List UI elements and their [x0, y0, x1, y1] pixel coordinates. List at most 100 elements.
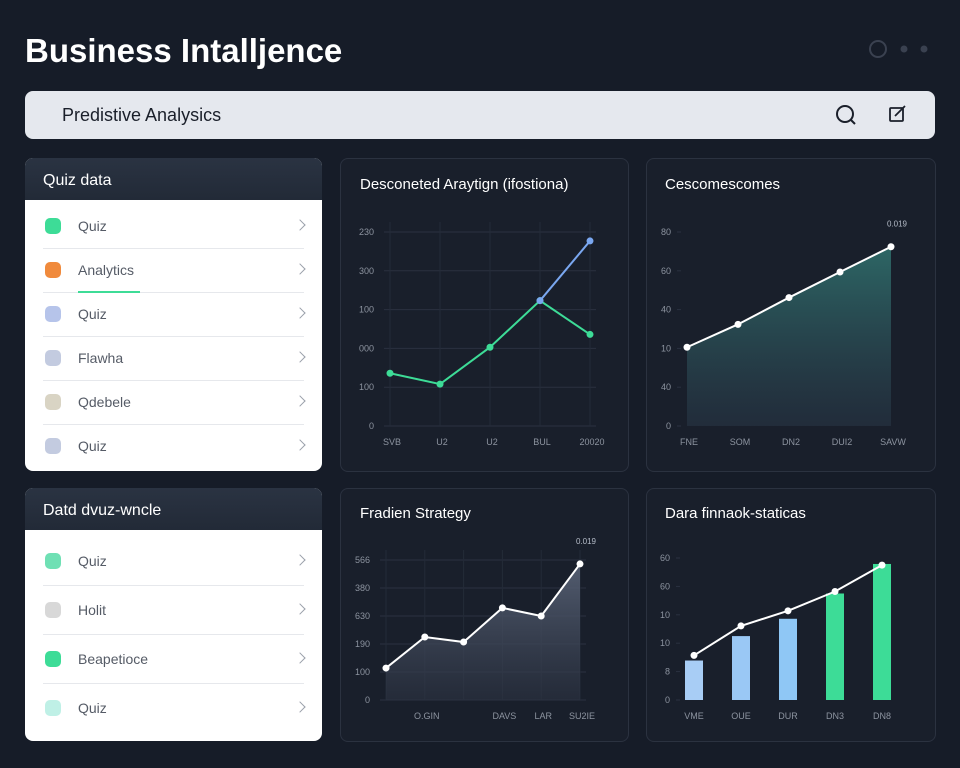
x-tick-label: DN2: [782, 437, 800, 447]
point: [576, 560, 584, 568]
annotation: 0.019: [576, 537, 597, 546]
y-tick-label: 60: [661, 266, 671, 276]
y-tick-label: 80: [661, 227, 671, 237]
bar: [873, 563, 891, 700]
chart-title: Desconeted Araytign (ifostiona): [360, 176, 568, 193]
line: [539, 240, 591, 302]
x-tick-label: U2: [486, 437, 498, 447]
point: [486, 343, 494, 351]
bar: [779, 618, 797, 700]
list-item[interactable]: Analytics: [43, 248, 306, 293]
y-tick-label: 300: [359, 266, 374, 276]
x-tick-label: DN3: [826, 711, 844, 721]
bar: [732, 636, 750, 700]
item-label: Quiz: [78, 438, 107, 454]
list-item[interactable]: Qdebele: [43, 380, 306, 425]
point: [537, 612, 545, 620]
panel-title: Datd dvuz-wncle: [25, 488, 322, 530]
search-text: Predistive Analysics: [62, 105, 222, 125]
x-tick-label: DUI2: [832, 437, 853, 447]
x-tick-label: OUE: [731, 711, 751, 721]
item-icon: [45, 218, 61, 234]
window-controls: [869, 40, 928, 58]
y-tick-label: 40: [661, 382, 671, 392]
y-tick-label: 0: [365, 695, 370, 705]
list-item[interactable]: Quiz: [43, 292, 306, 337]
chart-card: [340, 158, 629, 472]
point: [460, 638, 468, 646]
app-title: Business Intalljence: [25, 32, 343, 69]
item-icon: [45, 438, 61, 454]
point: [683, 343, 691, 351]
list-item[interactable]: Quiz: [43, 424, 306, 468]
x-tick-label: SAVW: [880, 437, 906, 447]
search-bar[interactable]: Predistive Analysics: [25, 91, 935, 139]
panel-title: Quiz data: [25, 158, 322, 200]
item-icon: [45, 262, 61, 278]
item-icon: [45, 601, 61, 618]
point: [737, 622, 745, 630]
point: [690, 651, 698, 659]
x-tick-label: 20020: [579, 437, 604, 447]
point: [785, 294, 793, 302]
line: [385, 563, 581, 669]
list-item[interactable]: Quiz: [43, 536, 306, 586]
y-tick-label: 8: [665, 667, 670, 677]
item-label: Quiz: [78, 306, 107, 322]
area: [386, 563, 580, 700]
chart-title: Fradien Strategy: [360, 505, 471, 522]
item-label: Quiz: [78, 699, 107, 716]
y-tick-label: 0: [666, 421, 671, 431]
item-label: Holit: [78, 601, 107, 618]
list-panel: Quiz data Quiz Analytics Quiz Flawha Qdebele…: [25, 158, 322, 471]
y-tick-label: 40: [661, 305, 671, 315]
x-tick-label: DAVS: [492, 711, 516, 721]
item-label: Beapetioce: [78, 650, 149, 667]
y-tick-label: 0: [665, 695, 670, 705]
list-item[interactable]: Beapetioce: [43, 634, 306, 684]
x-tick-label: SOM: [730, 437, 751, 447]
y-tick-label: 230: [359, 227, 374, 237]
y-tick-label: 60: [660, 581, 670, 591]
y-tick-label: 60: [660, 553, 670, 563]
y-tick-label: 100: [355, 667, 370, 677]
search-icons[interactable]: [833, 103, 913, 127]
point: [421, 633, 429, 641]
point: [831, 588, 839, 596]
x-tick-label: SVB: [383, 437, 401, 447]
item-icon: [45, 306, 61, 322]
x-tick-label: LAR: [534, 711, 552, 721]
list-item[interactable]: Quiz: [43, 204, 306, 249]
item-icon: [45, 350, 61, 366]
point: [536, 297, 544, 305]
item-label: Qdebele: [78, 394, 131, 410]
point: [887, 243, 895, 251]
point: [586, 237, 594, 245]
point: [784, 607, 792, 615]
list-item[interactable]: Flawha: [43, 336, 306, 381]
x-tick-label: VME: [684, 711, 704, 721]
list-item[interactable]: Quiz: [43, 683, 306, 732]
y-tick-label: 566: [355, 555, 370, 565]
y-tick-label: 380: [355, 583, 370, 593]
list-item[interactable]: Holit: [43, 585, 306, 635]
point: [878, 561, 886, 569]
x-tick-label: O.GIN: [414, 711, 440, 721]
annotation: 0.019: [887, 220, 908, 229]
point: [436, 380, 444, 388]
x-tick-label: U2: [436, 437, 448, 447]
item-label: Quiz: [78, 218, 107, 234]
area: [687, 246, 891, 426]
x-tick-label: FNE: [680, 437, 698, 447]
y-tick-label: 10: [661, 343, 671, 353]
item-label: Analytics: [78, 262, 135, 278]
x-tick-label: BUL: [533, 437, 551, 447]
point: [382, 664, 390, 672]
item-icon: [45, 699, 61, 716]
item-icon: [45, 552, 61, 569]
chart-title: Cescomescomes: [665, 176, 780, 193]
y-tick-label: 100: [359, 305, 374, 315]
x-tick-label: DN8: [873, 711, 891, 721]
